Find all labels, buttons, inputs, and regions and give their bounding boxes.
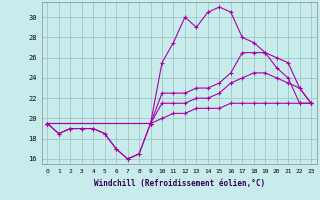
- X-axis label: Windchill (Refroidissement éolien,°C): Windchill (Refroidissement éolien,°C): [94, 179, 265, 188]
